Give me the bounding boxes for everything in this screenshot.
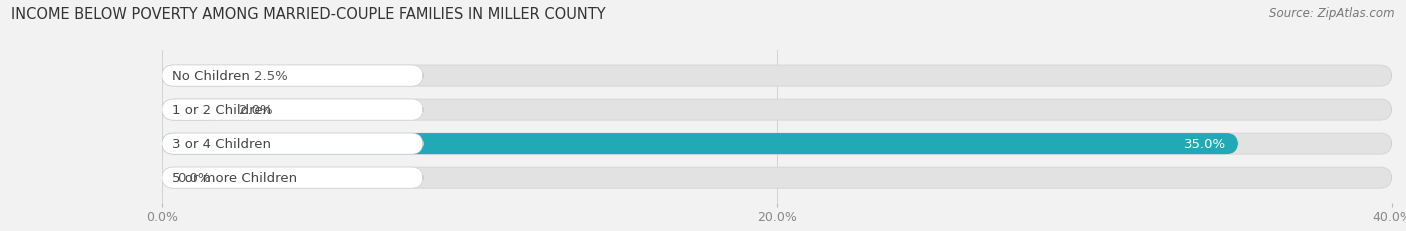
FancyBboxPatch shape bbox=[162, 134, 1239, 155]
FancyBboxPatch shape bbox=[162, 134, 1392, 155]
FancyBboxPatch shape bbox=[162, 167, 1392, 188]
Text: 35.0%: 35.0% bbox=[1184, 137, 1226, 150]
FancyBboxPatch shape bbox=[162, 100, 1392, 121]
Text: No Children: No Children bbox=[173, 70, 250, 83]
Text: 3 or 4 Children: 3 or 4 Children bbox=[173, 137, 271, 150]
FancyBboxPatch shape bbox=[162, 66, 1392, 87]
Text: 0.0%: 0.0% bbox=[177, 171, 211, 184]
Text: 5 or more Children: 5 or more Children bbox=[173, 171, 298, 184]
Text: INCOME BELOW POVERTY AMONG MARRIED-COUPLE FAMILIES IN MILLER COUNTY: INCOME BELOW POVERTY AMONG MARRIED-COUPL… bbox=[11, 7, 606, 22]
FancyBboxPatch shape bbox=[162, 66, 239, 87]
FancyBboxPatch shape bbox=[162, 100, 423, 121]
Text: Source: ZipAtlas.com: Source: ZipAtlas.com bbox=[1270, 7, 1395, 20]
FancyBboxPatch shape bbox=[162, 134, 423, 155]
FancyBboxPatch shape bbox=[162, 100, 224, 121]
Text: 2.5%: 2.5% bbox=[254, 70, 288, 83]
FancyBboxPatch shape bbox=[162, 66, 423, 87]
Text: 1 or 2 Children: 1 or 2 Children bbox=[173, 104, 271, 117]
FancyBboxPatch shape bbox=[162, 167, 423, 188]
Text: 2.0%: 2.0% bbox=[239, 104, 273, 117]
